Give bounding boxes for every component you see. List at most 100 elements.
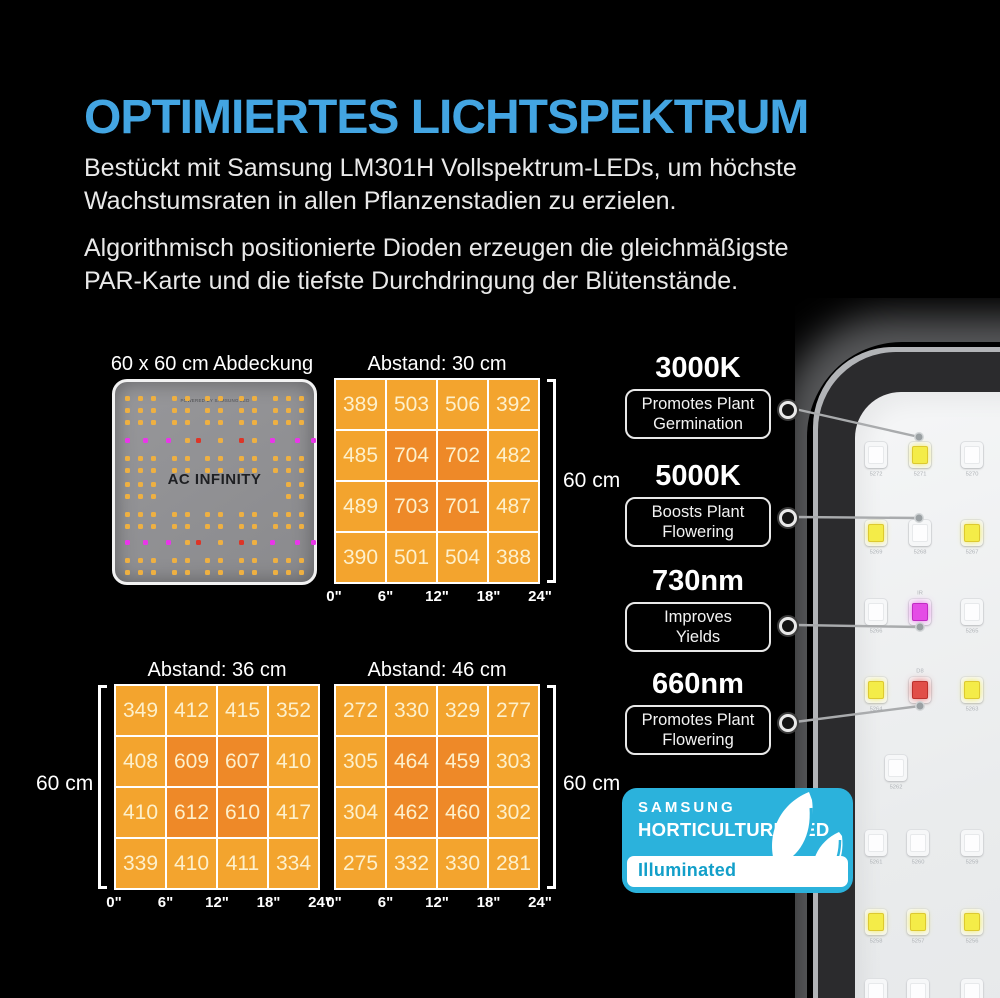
- led-dot: [286, 482, 291, 487]
- x-axis-tick: 18": [476, 894, 501, 911]
- led-dot: [205, 570, 210, 575]
- led-dot: [218, 408, 223, 413]
- led-dot: [138, 512, 143, 517]
- led-dot: [205, 558, 210, 563]
- led-chip-yellow: 5271: [909, 442, 931, 477]
- led-dot: [172, 408, 177, 413]
- led-dot: [185, 540, 190, 545]
- callout-heading: 730nm: [652, 565, 744, 597]
- dimension-bracket: [98, 685, 107, 889]
- par-map-title-46cm: Abstand: 46 cm: [367, 659, 507, 681]
- par-map-title-30cm: Abstand: 30 cm: [367, 353, 507, 375]
- grow-light-image: POWERED BY SAMSUNG LED AC INFINITY: [112, 379, 317, 585]
- led-dot: [273, 558, 278, 563]
- led-chip-yellow: 5269: [865, 520, 887, 555]
- par-grid-46cm: 272 330 329 277 305 464 459 303 304 462 460 302 275 3…: [334, 684, 540, 890]
- callout-5000K: 5000K Boosts Plant Flowering: [625, 460, 771, 548]
- led-dot: [252, 540, 257, 545]
- led-dot: [252, 456, 257, 461]
- callout-box: Promotes Plant Germination: [625, 389, 771, 440]
- led-dot: [239, 396, 244, 401]
- intro-paragraph-1: Bestückt mit Samsung LM301H Vollspektrum…: [84, 154, 797, 215]
- x-axis-tick: 12": [205, 894, 229, 911]
- led-dot: [185, 524, 190, 529]
- led-dot: [299, 456, 304, 461]
- led-dot: [125, 570, 130, 575]
- par-grid-cell: 704: [387, 431, 436, 480]
- led-die: [868, 446, 884, 464]
- led-dot: [138, 558, 143, 563]
- led-dot: [299, 558, 304, 563]
- led-chip-yellow: 5263: [961, 677, 983, 712]
- ac-infinity-logo-text: AC INFINITY: [167, 471, 262, 488]
- x-axis-tick: 18": [256, 894, 281, 911]
- led-die: [868, 524, 884, 542]
- led-die: [964, 983, 980, 998]
- led-dot: [239, 558, 244, 563]
- accent-led-dot: [196, 540, 201, 545]
- led-dot: [205, 408, 210, 413]
- led-dot: [239, 468, 244, 473]
- led-dot: [125, 524, 130, 529]
- led-dot: [273, 524, 278, 529]
- x-axis-tick: 0": [326, 588, 342, 605]
- par-grid-cell: 408: [116, 737, 165, 786]
- led-chip-white: 5262: [885, 755, 907, 790]
- led-dot: [286, 396, 291, 401]
- led-chip-red: D8: [909, 667, 931, 703]
- callout-660nm: 660nm Promotes Plant Flowering: [625, 668, 771, 756]
- par-grid-cell: 305: [336, 737, 385, 786]
- led-dot: [151, 468, 156, 473]
- powered-by-text: POWERED BY SAMSUNG LED: [179, 398, 250, 403]
- led-die: [964, 603, 980, 621]
- led-dot: [151, 482, 156, 487]
- callout-3000K: 3000K Promotes Plant Germination: [625, 352, 771, 440]
- led-chip-label: 5258: [869, 937, 883, 944]
- led-dot: [218, 558, 223, 563]
- led-chip-yellow: 5257: [907, 909, 929, 944]
- led-chip-label: 5271: [913, 470, 927, 477]
- par-grid-cell: 339: [116, 839, 165, 888]
- led-dot: [252, 524, 257, 529]
- led-dot: [273, 468, 278, 473]
- led-dot: [138, 482, 143, 487]
- par-grid-cell: 412: [167, 686, 216, 735]
- led-board-photo: 5272 5271 5270 5269 5268 5267 5266 IR 5265 5264 D8…: [795, 298, 1000, 998]
- badge-footer: Illuminated: [627, 856, 848, 887]
- par-grid-cell: 334: [269, 839, 318, 888]
- led-dot: [205, 456, 210, 461]
- samsung-badge: SAMSUNG HORTICULTURE LED Illuminated: [622, 788, 853, 893]
- led-dot: [205, 524, 210, 529]
- led-dot: [205, 468, 210, 473]
- led-dot: [138, 396, 143, 401]
- callout-connector-ring: [779, 714, 797, 732]
- led-chip-white: 5259: [961, 830, 983, 865]
- par-grid-cell: 703: [387, 482, 436, 531]
- led-dot: [286, 512, 291, 517]
- led-chip-label: 5272: [869, 470, 883, 477]
- led-dot: [299, 494, 304, 499]
- accent-led-dot: [239, 540, 244, 545]
- led-chip-label: 5261: [869, 858, 883, 865]
- led-dot: [151, 408, 156, 413]
- x-axis-tick: 0": [326, 894, 342, 911]
- led-dot: [151, 558, 156, 563]
- led-chip-label: 5270: [965, 470, 979, 477]
- led-die: [868, 681, 884, 699]
- led-dot: [252, 558, 257, 563]
- callout-connector-ring: [779, 617, 797, 635]
- led-dot: [185, 438, 190, 443]
- led-chip-label: 5269: [869, 548, 883, 555]
- led-die: [868, 913, 884, 931]
- led-dot: [205, 512, 210, 517]
- led-die: [964, 681, 980, 699]
- led-die: [964, 446, 980, 464]
- led-dot: [286, 524, 291, 529]
- dimension-label: 60 cm: [36, 772, 94, 795]
- accent-led-dot: [166, 540, 171, 545]
- led-dot: [239, 408, 244, 413]
- par-grid-cell: 302: [489, 788, 538, 837]
- x-axis-tick: 0": [106, 894, 122, 911]
- par-grid-cell: 392: [489, 380, 538, 429]
- par-grid-cell: 501: [387, 533, 436, 582]
